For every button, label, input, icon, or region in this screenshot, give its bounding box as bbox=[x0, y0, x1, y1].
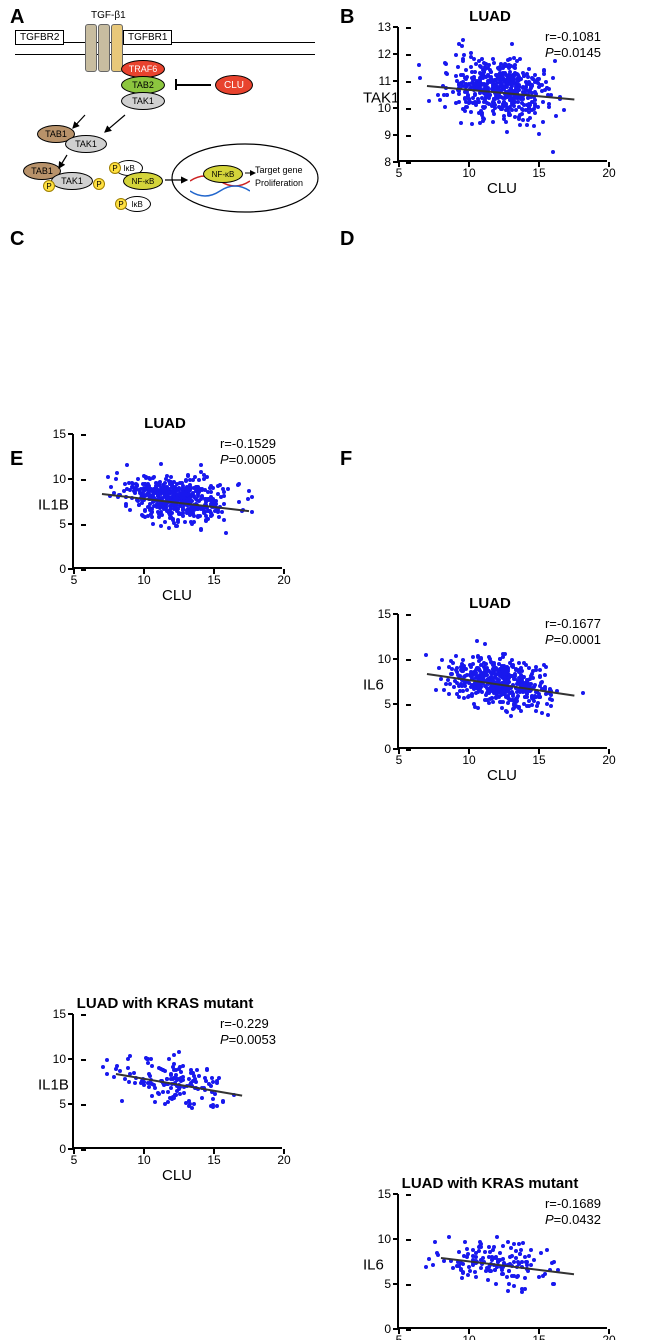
phospho-icon-2: P bbox=[93, 178, 105, 190]
plot-area: 89101112135101520r=-0.1081P=0.0145 bbox=[397, 27, 607, 162]
y-axis-label: IL1B bbox=[38, 1077, 69, 1094]
tgfbr2-label: TGFBR2 bbox=[15, 30, 64, 45]
stats-text: r=-0.229P=0.0053 bbox=[220, 1016, 276, 1049]
tgfbr1-label: TGFBR1 bbox=[123, 30, 172, 45]
y-tick: 5 bbox=[384, 697, 391, 711]
clu-node: CLU bbox=[215, 75, 253, 95]
phospho-icon-1: P bbox=[43, 180, 55, 192]
y-tick: 10 bbox=[53, 472, 66, 486]
chart-title: LUAD bbox=[355, 595, 625, 612]
x-tick: 20 bbox=[277, 1153, 290, 1167]
y-tick: 13 bbox=[378, 20, 391, 34]
y-tick: 5 bbox=[59, 517, 66, 531]
x-tick: 20 bbox=[277, 573, 290, 587]
panel-b-chart: LUAD 89101112135101520r=-0.1081P=0.0145TA… bbox=[355, 8, 625, 188]
plot-area: 0510155101520r=-0.1689P=0.0432 bbox=[397, 1194, 607, 1329]
tak1-node-3: TAK1 bbox=[51, 172, 93, 190]
y-tick: 11 bbox=[379, 74, 391, 88]
y-tick: 5 bbox=[59, 1097, 66, 1111]
y-axis-label: IL6 bbox=[363, 677, 384, 694]
plot-area: 0510155101520r=-0.1677P=0.0001 bbox=[397, 614, 607, 749]
receptor-right bbox=[111, 24, 123, 72]
x-tick: 10 bbox=[462, 753, 475, 767]
y-tick: 8 bbox=[384, 155, 391, 169]
panel-a-diagram: TGFBR2 TGFBR1 TGF-β1 TRAF6 TAB2 TAK1 CLU… bbox=[15, 20, 325, 220]
panel-e-chart: LUAD with KRAS mutant0510155101520r=-0.2… bbox=[30, 995, 300, 1175]
x-tick: 15 bbox=[532, 166, 545, 180]
x-tick: 15 bbox=[532, 753, 545, 767]
tak1-node-1: TAK1 bbox=[121, 92, 165, 110]
y-tick: 0 bbox=[384, 742, 391, 756]
y-tick: 15 bbox=[378, 607, 391, 621]
inhibit-bar bbox=[175, 79, 177, 90]
y-tick: 10 bbox=[378, 1232, 391, 1246]
x-tick: 20 bbox=[602, 166, 615, 180]
receptor-left bbox=[85, 24, 97, 72]
y-tick: 15 bbox=[378, 1187, 391, 1201]
chart-title: LUAD with KRAS mutant bbox=[355, 1175, 625, 1192]
panel-label-f: F bbox=[340, 448, 352, 471]
y-tick: 15 bbox=[53, 427, 66, 441]
panel-label-c: C bbox=[10, 228, 24, 251]
tgfb1-label: TGF-β1 bbox=[91, 10, 126, 21]
stats-text: r=-0.1529P=0.0005 bbox=[220, 436, 276, 469]
panel-d-chart: LUAD0510155101520r=-0.1677P=0.0001IL6CLU bbox=[355, 595, 625, 775]
stats-text: r=-0.1689P=0.0432 bbox=[545, 1196, 601, 1229]
panel-c-chart: LUAD0510155101520r=-0.1529P=0.0005IL1BCL… bbox=[30, 415, 300, 595]
x-tick: 10 bbox=[137, 1153, 150, 1167]
chart-title: LUAD bbox=[355, 8, 625, 25]
stats-text: r=-0.1677P=0.0001 bbox=[545, 616, 601, 649]
x-tick: 5 bbox=[396, 1333, 403, 1340]
chart-title: LUAD bbox=[30, 415, 300, 432]
y-tick: 0 bbox=[384, 1322, 391, 1336]
panel-label-b: B bbox=[340, 6, 354, 29]
tak1-node-2: TAK1 bbox=[65, 135, 107, 153]
inhibit-line bbox=[177, 84, 211, 86]
ikb-node-2: IκB bbox=[123, 196, 151, 212]
nfkb-node-2: NF-κB bbox=[203, 165, 243, 183]
x-tick: 5 bbox=[396, 166, 403, 180]
y-tick: 9 bbox=[384, 128, 391, 142]
plot-area: 0510155101520r=-0.1529P=0.0005 bbox=[72, 434, 282, 569]
x-tick: 10 bbox=[462, 1333, 475, 1340]
y-tick: 15 bbox=[53, 1007, 66, 1021]
proliferation-text: Proliferation bbox=[255, 178, 303, 188]
x-tick: 20 bbox=[602, 1333, 615, 1340]
x-tick: 15 bbox=[207, 573, 220, 587]
phospho-icon-4: P bbox=[115, 198, 127, 210]
x-axis-label: CLU bbox=[397, 767, 607, 784]
panel-f-chart: LUAD with KRAS mutant0510155101520r=-0.1… bbox=[355, 1175, 625, 1340]
x-axis-label: CLU bbox=[397, 180, 607, 197]
y-axis-label: IL1B bbox=[38, 497, 69, 514]
x-axis-label: CLU bbox=[72, 587, 282, 604]
y-tick: 10 bbox=[378, 652, 391, 666]
target-gene-text: Target gene bbox=[255, 165, 303, 175]
y-tick: 5 bbox=[384, 1277, 391, 1291]
receptor-mid bbox=[98, 24, 110, 72]
phospho-icon-3: P bbox=[109, 162, 121, 174]
x-tick: 5 bbox=[71, 1153, 78, 1167]
y-tick: 0 bbox=[59, 562, 66, 576]
x-axis-label: CLU bbox=[72, 1167, 282, 1184]
panel-label-e: E bbox=[10, 448, 23, 471]
plot-area: 0510155101520r=-0.229P=0.0053 bbox=[72, 1014, 282, 1149]
x-tick: 15 bbox=[532, 1333, 545, 1340]
panel-label-d: D bbox=[340, 228, 354, 251]
nfkb-node-1: NF-κB bbox=[123, 172, 163, 190]
y-axis-label: IL6 bbox=[363, 1257, 384, 1274]
y-axis-label: TAK1 bbox=[363, 90, 399, 107]
x-tick: 20 bbox=[602, 753, 615, 767]
chart-title: LUAD with KRAS mutant bbox=[30, 995, 300, 1012]
x-tick: 5 bbox=[396, 753, 403, 767]
y-tick: 0 bbox=[59, 1142, 66, 1156]
x-tick: 5 bbox=[71, 573, 78, 587]
stats-text: r=-0.1081P=0.0145 bbox=[545, 29, 601, 62]
y-tick: 12 bbox=[378, 47, 391, 61]
x-tick: 15 bbox=[207, 1153, 220, 1167]
x-tick: 10 bbox=[462, 166, 475, 180]
x-tick: 10 bbox=[137, 573, 150, 587]
y-tick: 10 bbox=[53, 1052, 66, 1066]
